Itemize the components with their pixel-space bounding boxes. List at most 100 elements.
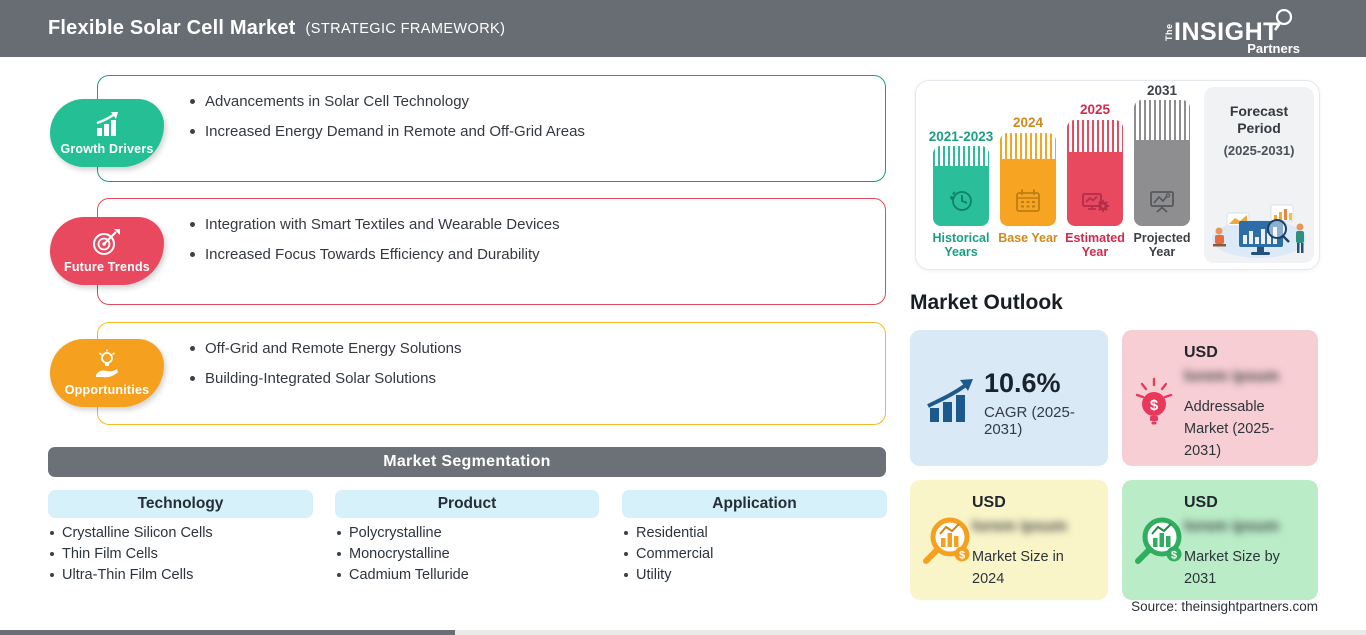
svg-text:$: $ [1150,397,1159,414]
presentation-icon [1150,191,1174,213]
bullet-dot [624,552,628,556]
list-item: Crystalline Silicon Cells [48,524,213,545]
timeline-bar-projected [1134,100,1190,226]
bulb-hand-icon [96,349,118,378]
cagr-chart-icon [927,379,973,422]
technology-item: Ultra-Thin Film Cells [62,567,194,583]
magnifier-chart-icon: $ [923,517,970,564]
forecast-illustration [1212,204,1306,258]
market-size-2024-label: Market Size in 2024 [972,549,1064,587]
blurred-market-value: lorem ipsum [1184,518,1280,535]
bar-stripes [1000,133,1056,159]
caption-estimated-year: Estimated Year [1065,231,1125,259]
estimate-gear-icon [1082,193,1110,213]
future-trends-box: Integration with Smart Textiles and Wear… [97,198,886,305]
future-trend-bullet: Increased Focus Towards Efficiency and D… [205,246,540,263]
list-item: Off-Grid and Remote Energy Solutions [190,339,462,358]
cagr-value: 10.6% [984,368,1061,398]
badge-label: Future Trends [64,260,150,274]
growth-driver-bullet: Increased Energy Demand in Remote and Of… [205,123,585,140]
cagr-card: 10.6% CAGR (2025-2031) [910,330,1108,466]
caption-projected-year: Projected Year [1133,231,1191,259]
bullet-dot [337,573,341,577]
technology-item: Thin Film Cells [62,546,158,562]
header-bar: Flexible Solar Cell Market (STRATEGIC FR… [0,0,1366,57]
calendar-icon [1016,189,1040,212]
segmentation-title: Market Segmentation [383,453,551,470]
forecast-title: Forecast Period [1229,103,1289,136]
currency-label: USD [1184,344,1218,361]
market-size-2031-label: Market Size by 2031 [1184,549,1280,587]
blurred-market-value: lorem ipsum [1184,368,1280,385]
logo-partners: Partners [1247,41,1300,56]
list-item: Residential [622,524,713,545]
badge-label: Growth Drivers [60,142,154,156]
market-size-2024-card: $ USD lorem ipsum Market Size in 2024 [910,480,1108,600]
technology-list: Crystalline Silicon Cells Thin Film Cell… [48,524,213,587]
market-outlook-title: Market Outlook [910,291,1063,314]
list-item: Monocrystalline [335,545,469,566]
segment-header-application: Application [622,490,887,518]
logo-the: The [1164,23,1174,41]
application-list: Residential Commercial Utility [622,524,713,587]
bullet-dot [190,376,195,381]
target-dart-icon [93,229,120,255]
bullet-dot [624,531,628,535]
list-item: Commercial [622,545,713,566]
forecast-range: (2025-2031) [1223,143,1295,158]
list-item: Utility [622,566,713,587]
growth-drivers-box: Advancements in Solar Cell Technology In… [97,75,886,182]
svg-text:$: $ [1171,550,1177,562]
column-header-label: Product [437,495,497,512]
application-item: Utility [636,567,672,583]
list-item: Polycrystalline [335,524,469,545]
column-header-label: Technology [137,495,224,512]
forecast-period-panel: Forecast Period (2025-2031) [1204,87,1314,263]
bullet-dot [190,99,195,104]
currency-label: USD [972,494,1006,511]
bullet-dot [190,252,195,257]
addressable-market-card: $ USD lorem ipsum Addressable Market (20… [1122,330,1318,466]
bullet-dot [50,531,54,535]
bottom-strip-dark [0,630,455,635]
title-main: Flexible Solar Cell Market [48,17,296,39]
market-size-2031-card: $ USD lorem ipsum Market Size by 2031 [1122,480,1318,600]
year-label-projected: 2031 [1146,83,1178,98]
bullet-dot [337,552,341,556]
caption-historical-years: Historical Years [932,231,990,259]
page-title: Flexible Solar Cell Market (STRATEGIC FR… [48,0,505,57]
source-attribution: Source: theinsightpartners.com [1131,599,1318,614]
market-segmentation-bar: Market Segmentation [48,447,886,477]
addressable-market-label: Addressable Market (2025-2031) [1184,399,1275,459]
year-label-historical: 2021-2023 [928,129,994,144]
growth-chart-icon [96,112,118,136]
list-item: Cadmium Telluride [335,566,469,587]
magnifier-chart-icon: $ [1135,517,1182,564]
bullet-dot [337,531,341,535]
year-label-base: 2024 [1012,115,1044,130]
bulb-dollar-icon: $ [1135,377,1173,425]
list-item: Ultra-Thin Film Cells [48,566,213,587]
currency-label: USD [1184,494,1218,511]
list-item: Increased Focus Towards Efficiency and D… [190,245,560,264]
badge-label: Opportunities [64,383,150,397]
bullet-dot [50,552,54,556]
bullet-dot [190,129,195,134]
list-item: Integration with Smart Textiles and Wear… [190,215,560,234]
future-trends-badge: Future Trends [50,217,164,285]
segment-header-product: Product [335,490,599,518]
bottom-strip-light [455,630,1366,635]
cagr-label: CAGR (2025-2031) [984,404,1075,438]
bullet-dot [624,573,628,577]
list-item: Increased Energy Demand in Remote and Of… [190,122,585,141]
product-item: Polycrystalline [349,525,442,541]
opportunities-box: Off-Grid and Remote Energy Solutions Bui… [97,322,886,425]
list-item: Advancements in Solar Cell Technology [190,92,585,111]
growth-driver-bullet: Advancements in Solar Cell Technology [205,93,470,110]
bar-stripes [1134,100,1190,140]
timeline-bar-base [1000,133,1056,226]
magnifier-icon [1273,9,1293,31]
logo-insight: INSIGHT [1174,18,1279,46]
blurred-market-value: lorem ipsum [972,518,1068,535]
